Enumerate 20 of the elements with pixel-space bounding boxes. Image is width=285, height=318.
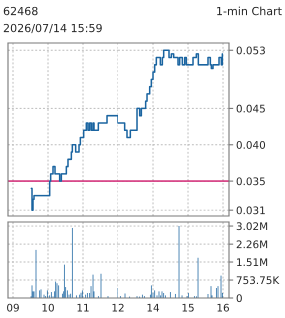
- y-tick-label: 3.02M: [236, 222, 268, 230]
- x-tick-label: 14: [148, 304, 160, 312]
- y-tick-label: 0.045: [236, 104, 265, 113]
- x-tick-label: 11: [78, 304, 89, 312]
- x-tick-label: 12: [112, 304, 124, 312]
- x-tick-label: 09: [7, 304, 19, 312]
- x-tick-label: 16: [218, 304, 229, 312]
- x-tick-label: 10: [42, 304, 54, 312]
- y-tick-label: 0.035: [236, 177, 265, 186]
- chart-subtitle: 2026/07/14 15:59: [4, 24, 102, 34]
- chart-title: 62468: [4, 6, 38, 16]
- y-tick-label: 0.040: [236, 140, 266, 149]
- y-tick-label: 0: [236, 294, 242, 302]
- y-tick-label: 0.031: [236, 206, 265, 214]
- y-tick-label: 0.053: [236, 46, 265, 54]
- text: 1-min Chart: [217, 6, 282, 16]
- y-tick-label: 1.51M: [237, 258, 268, 266]
- x-tick-label: 15: [182, 304, 194, 312]
- y-tick-label: 753.75K: [236, 276, 280, 284]
- y-tick-label: 2.26M: [236, 240, 268, 248]
